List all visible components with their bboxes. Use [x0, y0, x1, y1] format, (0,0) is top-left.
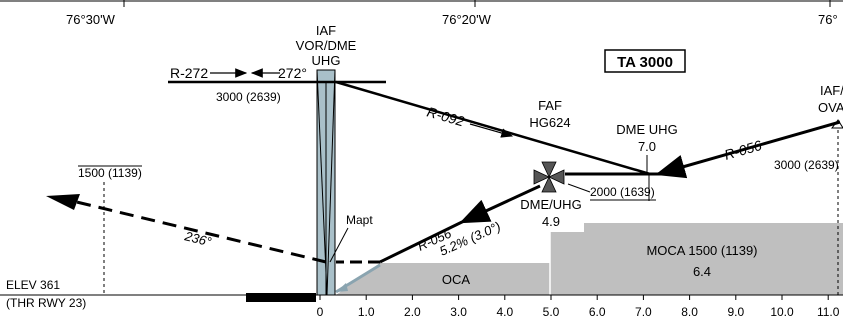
elev-label: ELEV 361: [6, 278, 60, 292]
radial-r056-upper-label: R-056: [722, 137, 763, 163]
radial-r092-label: R-092: [425, 104, 466, 130]
missed-approach-arrow-icon: [46, 194, 80, 210]
ta-box: [604, 49, 686, 73]
alt-iaf-west-label: 3000 (2639): [216, 90, 281, 104]
moca-label-1: MOCA 1500 (1139): [646, 243, 757, 258]
r056-upper-leg: [655, 120, 841, 179]
distance-scale: 0 1.0 2.0 3.0 4.0 5.0 6.0 7.0 8.0 9.0 10.0 11.0: [317, 295, 840, 319]
iaf-west-label-1: IAF: [316, 23, 336, 38]
radial-r272-label: R-272: [170, 65, 208, 81]
vor-tower-line-b: [326, 69, 336, 296]
r092-direction-arrow: [469, 123, 514, 138]
r092-leg: [335, 80, 651, 176]
scale-label: 1.0: [358, 305, 375, 319]
scale-label: 5.0: [543, 305, 560, 319]
iaf-east-label-2: OVA: [818, 100, 843, 115]
dme-uhg-7-label-1: DME UHG: [616, 122, 677, 137]
iaf-east-label-1: IAF/: [820, 83, 843, 98]
final-approach-leg: [379, 220, 463, 264]
dme-uhg-49-label-2: 4.9: [542, 214, 560, 229]
runway-bar: [246, 293, 316, 302]
lon-label-east: 76°: [818, 12, 838, 27]
iaf-west-label-2: VOR/DME: [296, 38, 357, 53]
oca-label: OCA: [442, 272, 471, 287]
final-approach-arrow: [459, 184, 541, 224]
scale-label: 8.0: [681, 305, 698, 319]
thr-label: (THR RWY 23): [6, 296, 86, 310]
moca-label-2: 6.4: [693, 264, 711, 279]
dme-uhg-7-label-2: 7.0: [638, 139, 656, 154]
faf-maltese-cross-icon: [533, 161, 565, 193]
scale-label: 9.0: [727, 305, 744, 319]
scale-label: 0: [317, 305, 324, 319]
missed-course-label: 236°: [182, 228, 213, 249]
mapt-label: Mapt: [346, 213, 373, 227]
faf-alt-leader: [567, 183, 591, 193]
visual-segment-arrow-icon: [336, 283, 348, 292]
alt-iaf-east-label: 3000 (2639): [774, 158, 839, 172]
scale-label: 11.0: [817, 305, 840, 319]
faf-label-1: FAF: [538, 98, 562, 113]
alt-faf-label: 2000 (1639): [590, 185, 655, 199]
ta-label: TA 3000: [617, 54, 673, 71]
scale-label: 7.0: [635, 305, 652, 319]
vor-tower-line-a: [316, 69, 328, 296]
scale-label: 3.0: [450, 305, 467, 319]
dme-uhg-49-label-1: DME/UHG: [520, 197, 581, 212]
scale-label: 2.0: [404, 305, 421, 319]
scale-label: 10.0: [770, 305, 794, 319]
lon-label-3020: 76°20'W: [442, 12, 492, 27]
radial-272deg-label: 272°: [278, 65, 307, 81]
lon-label-3030: 76°30'W: [66, 12, 116, 27]
scale-label: 6.0: [589, 305, 606, 319]
terrain-moca-area: [336, 223, 843, 295]
iaf-east-triangle-icon: [831, 119, 843, 129]
iaf-west-label-3: UHG: [312, 53, 341, 68]
scale-label: 4.0: [496, 305, 513, 319]
faf-label-2: HG624: [529, 115, 570, 130]
mapt-leader: [329, 227, 349, 263]
missed-alt-label: 1500 (1139): [78, 166, 142, 180]
